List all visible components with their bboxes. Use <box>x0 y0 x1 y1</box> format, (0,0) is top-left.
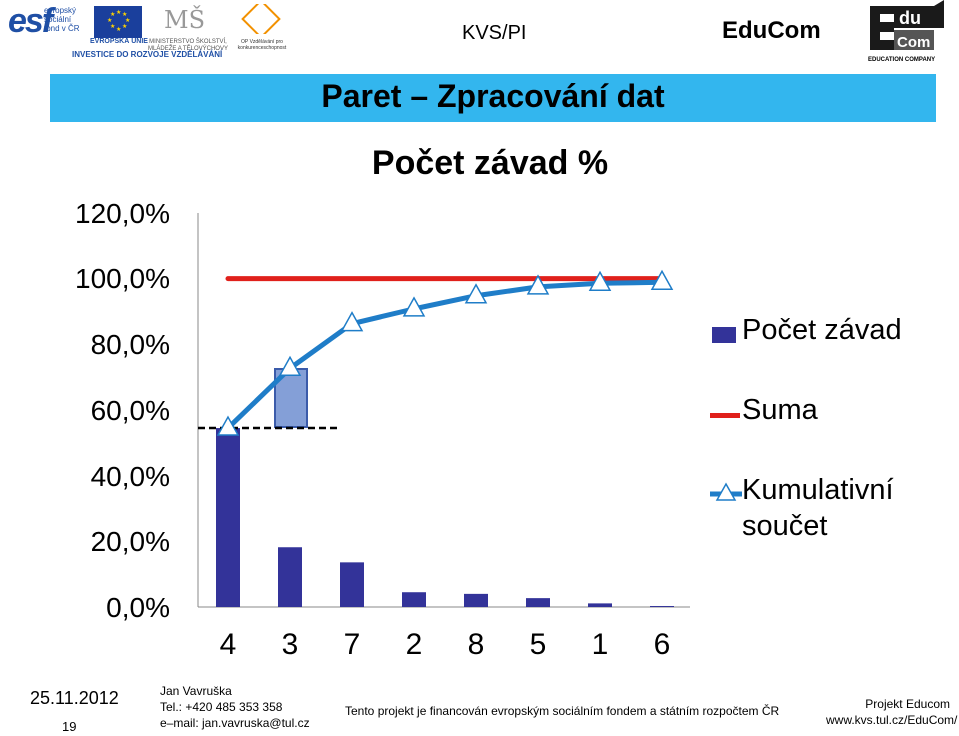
y-tick-label: 60,0% <box>90 395 170 426</box>
invest-label: INVESTICE DO ROZVOJE VZDĚLÁVÁNÍ <box>72 50 223 59</box>
y-tick-label: 40,0% <box>90 461 170 492</box>
bar-series <box>198 368 674 608</box>
x-tick-label: 1 <box>591 628 609 661</box>
y-tick-label: 0,0% <box>106 592 170 623</box>
bar <box>278 547 302 607</box>
bar <box>402 592 426 607</box>
author-name: Jan Vavruška <box>160 684 232 698</box>
legend-item-bar: Počet závad <box>710 314 950 348</box>
footer-funding: Tento projekt je financován evropským so… <box>345 704 780 718</box>
slide-title: Paret – Zpracování dat <box>321 78 665 114</box>
cumulative-point <box>650 269 674 291</box>
chart-axes <box>197 213 690 608</box>
svg-text:★: ★ <box>116 9 121 16</box>
author-tel: Tel.: +420 485 353 358 <box>160 700 283 714</box>
op-logo: OP Vzdělávání pro konkurenceschopnost <box>232 0 292 51</box>
legend-swatch-suma <box>710 413 740 418</box>
bar <box>588 603 612 607</box>
header-right-title: EduCom <box>722 17 821 44</box>
footer-date: 25.11.2012 <box>30 688 119 708</box>
legend-item-cumulative: Kumulativní součet <box>710 474 950 548</box>
x-tick-label: 2 <box>405 628 423 661</box>
esf-sub-line: sociální <box>44 15 72 24</box>
cumulative-line <box>226 279 663 430</box>
bar <box>340 562 364 607</box>
educom-logo-bottom: Com <box>897 34 930 51</box>
cumulative-point <box>402 296 426 317</box>
page-number: 19 <box>62 719 77 734</box>
educom-logo-top: du <box>899 8 921 28</box>
y-tick-label: 20,0% <box>90 526 170 557</box>
cumulative-point <box>278 355 302 377</box>
project-url[interactable]: www.kvs.tul.cz/EduCom/ <box>826 713 958 727</box>
y-tick-label: 80,0% <box>90 329 170 360</box>
legend-label: Kumulativní součet <box>742 474 894 542</box>
bar <box>464 593 488 607</box>
legend-swatch-cumulative <box>710 482 742 501</box>
svg-text:MŠ: MŠ <box>164 5 205 34</box>
footer-author: Jan Vavruška Tel.: +420 485 353 358 e–ma… <box>160 683 310 731</box>
cumulative-point <box>340 311 364 332</box>
cumulative-point <box>526 274 550 295</box>
bar <box>526 598 550 607</box>
esf-sub-line: fond v ČR <box>44 24 80 33</box>
esf-sub-line: evropský <box>44 6 77 15</box>
header-center-title: KVS/PI <box>462 22 527 44</box>
x-tick-label: 4 <box>219 628 237 661</box>
svg-text:★: ★ <box>125 17 130 24</box>
cumulative-point <box>588 270 612 292</box>
cumulative-series <box>216 269 674 436</box>
x-tick-label: 6 <box>653 628 671 661</box>
legend-item-suma: Suma <box>710 394 950 428</box>
x-tick-label: 5 <box>529 628 547 661</box>
y-tick-label: 100,0% <box>75 263 170 294</box>
educom-caption: EDUCATION COMPANY <box>868 57 935 63</box>
svg-text:★: ★ <box>110 11 115 18</box>
esf-logo-text: esf <box>8 2 53 40</box>
author-email: e–mail: jan.vavruska@tul.cz <box>160 716 310 730</box>
title-bar <box>50 74 936 122</box>
footer-project: Projekt Educom www.kvs.tul.cz/EduCom/ <box>826 696 958 728</box>
x-tick-label: 3 <box>281 628 299 661</box>
svg-text:★: ★ <box>107 17 112 24</box>
chart-title: Počet závad % <box>371 144 609 182</box>
x-tick-label: 7 <box>343 628 361 661</box>
legend-label: Suma <box>742 394 818 426</box>
bar <box>650 606 674 608</box>
svg-text:★: ★ <box>116 26 121 33</box>
eu-flag-icon: ★ ★ ★ ★ ★ ★ ★ ★ <box>94 6 142 38</box>
esf-logo: esf <box>8 4 90 46</box>
bar <box>216 428 240 607</box>
op-label: OP Vzdělávání pro konkurenceschopnost <box>237 39 287 51</box>
y-tick-label: 120,0% <box>75 198 170 229</box>
legend-label: Počet závad <box>742 314 902 346</box>
esf-subtitle: evropský sociální fond v ČR <box>44 6 80 33</box>
eu-label: EVROPSKÁ UNIE <box>90 38 148 45</box>
svg-text:★: ★ <box>122 23 127 30</box>
svg-text:★: ★ <box>110 23 115 30</box>
educom-logo: du Com EDUCATION COMPANY <box>866 0 956 64</box>
cumulative-point <box>464 283 488 304</box>
legend-swatch-bar <box>712 327 736 343</box>
svg-text:★: ★ <box>122 11 127 18</box>
cumulative-point <box>216 415 240 436</box>
project-name: Projekt Educom <box>865 697 950 711</box>
x-tick-label: 8 <box>467 628 485 661</box>
msmt-label: MINISTERSTVO ŠKOLSTVÍ, MLÁDEŽE A TĚLOVÝC… <box>148 39 228 52</box>
msmt-logo: MŠ MINISTERSTVO ŠKOLSTVÍ, MLÁDEŽE A TĚLO… <box>148 4 228 52</box>
